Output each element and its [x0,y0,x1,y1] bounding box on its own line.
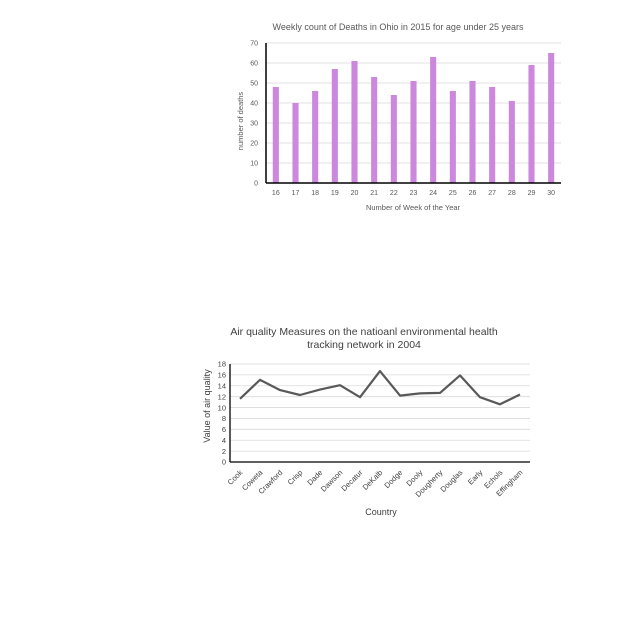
line-chart-y-tick-label: 18 [218,360,226,369]
line-chart-y-tick-label: 16 [218,371,226,380]
bar-chart-y-tick-label: 30 [250,121,258,128]
bar-chart-y-tick-label: 10 [250,161,258,168]
bar-chart-bar [312,91,319,183]
line-chart-title-line-1: Air quality Measures on the natioanl env… [230,326,497,338]
line-chart-y-tick-label: 12 [218,392,226,401]
line-chart-y-tick-label: 8 [222,414,226,423]
line-chart-y-tick-label: 6 [222,425,226,434]
line-chart-x-tick-label: DeKalb [361,468,385,492]
bar-chart-y-tick-label: 70 [250,41,258,48]
line-chart-y-axis-label: Value of air quality [202,369,212,443]
bar-chart-bar [390,95,397,183]
line-chart-y-tick-label: 10 [218,403,226,412]
bar-chart-x-tick-label: 16 [272,190,280,197]
bar-chart-bars [272,53,555,183]
line-chart-x-tick-label: Crisp [286,468,305,487]
bar-chart-x-tick-label: 17 [292,190,300,197]
bar-chart-bar [489,87,496,183]
bar-chart-x-tick-label: 19 [331,190,339,197]
bar-chart-x-tick-label: 26 [469,190,477,197]
line-chart-y-tick-label: 14 [218,381,226,390]
bar-chart-x-tick-label: 24 [429,190,437,197]
bar-chart-x-tick-label: 28 [508,190,516,197]
bar-chart-x-tick-label: 25 [449,190,457,197]
bar-chart-bar [410,81,417,183]
line-chart-series-line [239,370,521,406]
bar-chart-bar [548,53,555,183]
bar-chart-bar [351,61,358,183]
bar-chart-bar [430,57,437,183]
bar-chart-y-tick-label: 40 [250,101,258,108]
line-chart-y-tick-label: 0 [222,458,226,467]
bar-chart-x-tick-label: 20 [351,190,359,197]
bar-chart-x-tick-label: 22 [390,190,398,197]
bar-chart-y-tick-label: 20 [250,141,258,148]
line-chart-x-tick-label: Decatur [339,468,364,493]
bar-chart-bar [449,91,456,183]
line-chart: Air quality Measures on the natioanl env… [202,326,530,517]
bar-chart-x-ticks: 16 17 18 19 20 21 22 23 24 25 26 27 28 29 30 [272,190,555,197]
bar-chart-x-axis-label: Number of Week of the Year [366,203,461,212]
bar-chart: Weekly count of Deaths in Ohio in 2015 f… [236,22,561,212]
bar-chart-y-tick-label: 50 [250,81,258,88]
line-chart-y-tick-label: 4 [222,436,226,445]
bar-chart-x-tick-label: 23 [410,190,418,197]
bar-chart-bar [469,81,476,183]
line-chart-x-axis-label: Country [365,507,397,517]
line-chart-y-tick-label: 2 [222,447,226,456]
bar-chart-bar [371,77,378,183]
line-chart-gridlines [230,363,530,452]
bar-chart-bar [272,87,279,183]
line-chart-x-tick-label: Dodge [382,468,404,490]
line-chart-x-tick-label: Douglas [439,468,465,494]
bar-chart-bar [528,65,535,183]
bar-chart-y-tick-label: 0 [254,181,258,188]
bar-chart-bar [292,103,299,183]
bar-chart-x-tick-label: 27 [488,190,496,197]
line-chart-x-tick-label: Dawson [319,468,345,494]
bar-chart-x-tick-label: 21 [370,190,378,197]
bar-chart-x-tick-label: 29 [528,190,536,197]
line-chart-title-line-2: tracking network in 2004 [307,339,421,351]
bar-chart-y-axis-label: number of deaths [236,92,245,151]
bar-chart-x-tick-label: 30 [547,190,555,197]
bar-chart-bar [508,101,515,183]
bar-chart-bar [331,69,338,183]
bar-chart-title: Weekly count of Deaths in Ohio in 2015 f… [273,22,524,32]
bar-chart-y-ticks: 0 10 20 30 40 50 60 70 [250,41,258,188]
bar-chart-x-tick-label: 18 [311,190,319,197]
bar-chart-y-tick-label: 60 [250,61,258,68]
